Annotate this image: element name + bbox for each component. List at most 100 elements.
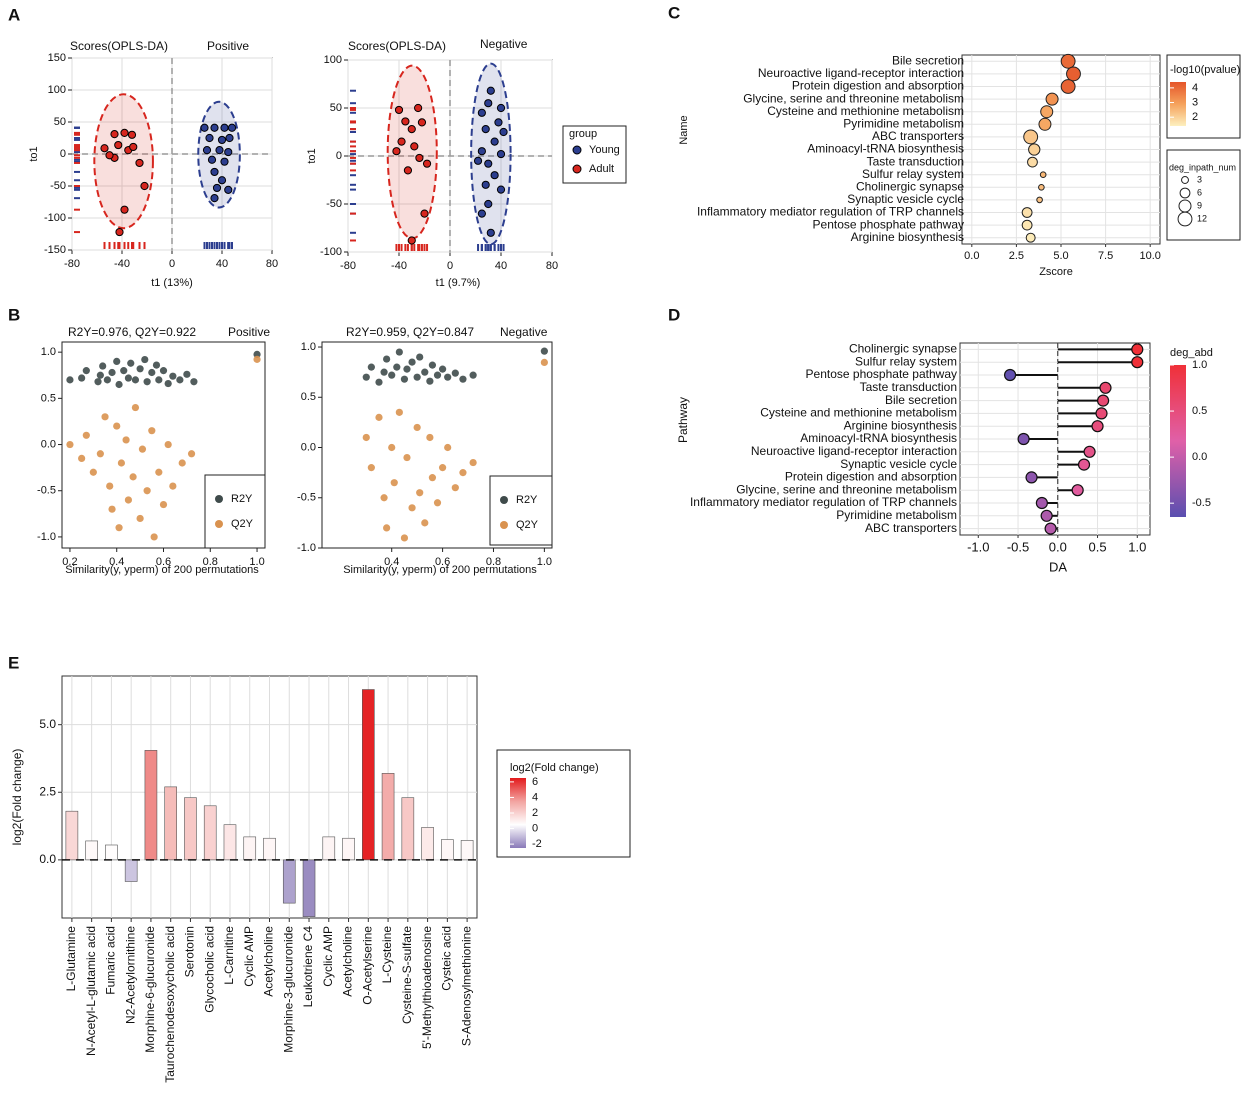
lollipop-head bbox=[1096, 394, 1110, 407]
bubble bbox=[1060, 53, 1076, 69]
y-tick-label: 0 bbox=[336, 150, 342, 162]
point bbox=[496, 185, 506, 194]
colorbar-tick-label: 3 bbox=[1192, 96, 1198, 108]
point bbox=[444, 373, 452, 381]
point bbox=[490, 171, 499, 180]
panel-label: D bbox=[668, 305, 680, 324]
lollipop-head bbox=[1044, 522, 1057, 535]
point bbox=[143, 487, 151, 495]
point bbox=[122, 436, 130, 444]
point bbox=[100, 144, 109, 153]
point bbox=[183, 370, 191, 378]
point bbox=[117, 459, 126, 467]
legend-swatch bbox=[572, 145, 582, 155]
y-tick-label: Aminoacyl-tRNA biosynthesis bbox=[800, 431, 957, 445]
lollipop-head bbox=[1099, 381, 1112, 394]
bubble bbox=[1038, 117, 1052, 131]
point bbox=[403, 453, 411, 462]
point bbox=[169, 482, 177, 490]
y-tick-label: Cholinergic synapse bbox=[856, 179, 964, 193]
lollipop-head bbox=[1071, 484, 1084, 497]
bubble bbox=[1040, 105, 1054, 119]
x-tick-label: O-Acetylserine bbox=[360, 926, 374, 1005]
point bbox=[89, 468, 97, 476]
x-tick-label: 0 bbox=[169, 258, 175, 270]
bar bbox=[421, 827, 434, 861]
bubble bbox=[1039, 171, 1047, 179]
bubble bbox=[1036, 196, 1043, 204]
point bbox=[362, 433, 370, 442]
point bbox=[426, 377, 434, 385]
x-axis-label: t1 (9.7%) bbox=[436, 277, 481, 289]
point bbox=[212, 183, 222, 193]
x-tick-label: 5.0 bbox=[1053, 250, 1068, 262]
colorbar-tick-label: 6 bbox=[532, 776, 538, 788]
confidence-ellipse bbox=[197, 100, 241, 209]
point bbox=[383, 355, 391, 363]
point bbox=[451, 369, 459, 377]
point bbox=[477, 209, 486, 218]
point bbox=[367, 363, 375, 371]
point bbox=[140, 181, 149, 191]
point bbox=[136, 514, 144, 523]
x-tick-label: 7.5 bbox=[1098, 250, 1113, 262]
bar bbox=[223, 824, 237, 861]
point bbox=[496, 149, 506, 159]
point bbox=[224, 185, 233, 194]
annotation: Negative bbox=[500, 325, 548, 339]
y-tick-label: -100 bbox=[320, 246, 342, 258]
x-tick-label: 40 bbox=[216, 258, 228, 270]
legend-swatch bbox=[500, 521, 508, 529]
y-tick-label: 100 bbox=[324, 54, 342, 66]
point bbox=[486, 86, 495, 95]
legend-swatch bbox=[572, 164, 582, 174]
point bbox=[124, 374, 133, 382]
point bbox=[392, 147, 401, 156]
point bbox=[375, 413, 383, 421]
point bbox=[220, 157, 229, 166]
point bbox=[400, 534, 409, 542]
x-tick-label: Acetylcholine bbox=[341, 926, 355, 997]
x-axis-label: t1 (13%) bbox=[151, 277, 193, 289]
point bbox=[413, 373, 421, 381]
point bbox=[152, 361, 161, 369]
legend-box bbox=[1166, 54, 1241, 139]
x-tick-label: 0.2 bbox=[62, 556, 77, 568]
y-axis-label: Name bbox=[678, 115, 690, 144]
point bbox=[210, 167, 219, 177]
point bbox=[481, 125, 490, 134]
legend-title: deg_inpath_num bbox=[1169, 162, 1236, 172]
lollipop-head bbox=[1017, 432, 1030, 446]
legend-title: log2(Fold change) bbox=[510, 762, 599, 774]
point bbox=[473, 156, 483, 165]
colorbar-tick-label: 2 bbox=[532, 807, 538, 819]
lollipop-head bbox=[1035, 496, 1048, 510]
colorbar-tick-label: 4 bbox=[1192, 82, 1198, 94]
point bbox=[205, 133, 214, 143]
y-tick-label: Glycine, serine and threonine metabolism bbox=[736, 482, 957, 496]
point bbox=[155, 468, 163, 476]
point bbox=[131, 376, 140, 384]
x-tick-label: 5'-Methylthioadenosine bbox=[420, 926, 434, 1049]
y-tick-label: Synaptic vesicle cycle bbox=[847, 192, 964, 206]
lollipop-head bbox=[1091, 420, 1104, 433]
bubble bbox=[1021, 207, 1033, 218]
point bbox=[150, 533, 158, 541]
point bbox=[164, 379, 172, 388]
bar bbox=[441, 839, 454, 861]
size-legend-label: 12 bbox=[1197, 213, 1207, 223]
point bbox=[383, 524, 391, 532]
point bbox=[210, 123, 219, 132]
bar bbox=[263, 837, 276, 861]
panel-label: B bbox=[8, 305, 20, 324]
point bbox=[395, 408, 403, 416]
chart-title: Scores(OPLS-DA) bbox=[70, 39, 168, 53]
legend-title: -log10(pvalue) bbox=[1170, 64, 1240, 76]
size-legend-marker bbox=[1179, 187, 1191, 199]
point bbox=[138, 445, 147, 453]
point bbox=[499, 127, 508, 137]
colorbar-tick-label: 0.5 bbox=[1192, 405, 1207, 417]
point bbox=[217, 135, 227, 145]
x-axis-label: Similarity(y, yperm) of 200 permutations bbox=[343, 564, 537, 576]
point bbox=[408, 504, 416, 512]
